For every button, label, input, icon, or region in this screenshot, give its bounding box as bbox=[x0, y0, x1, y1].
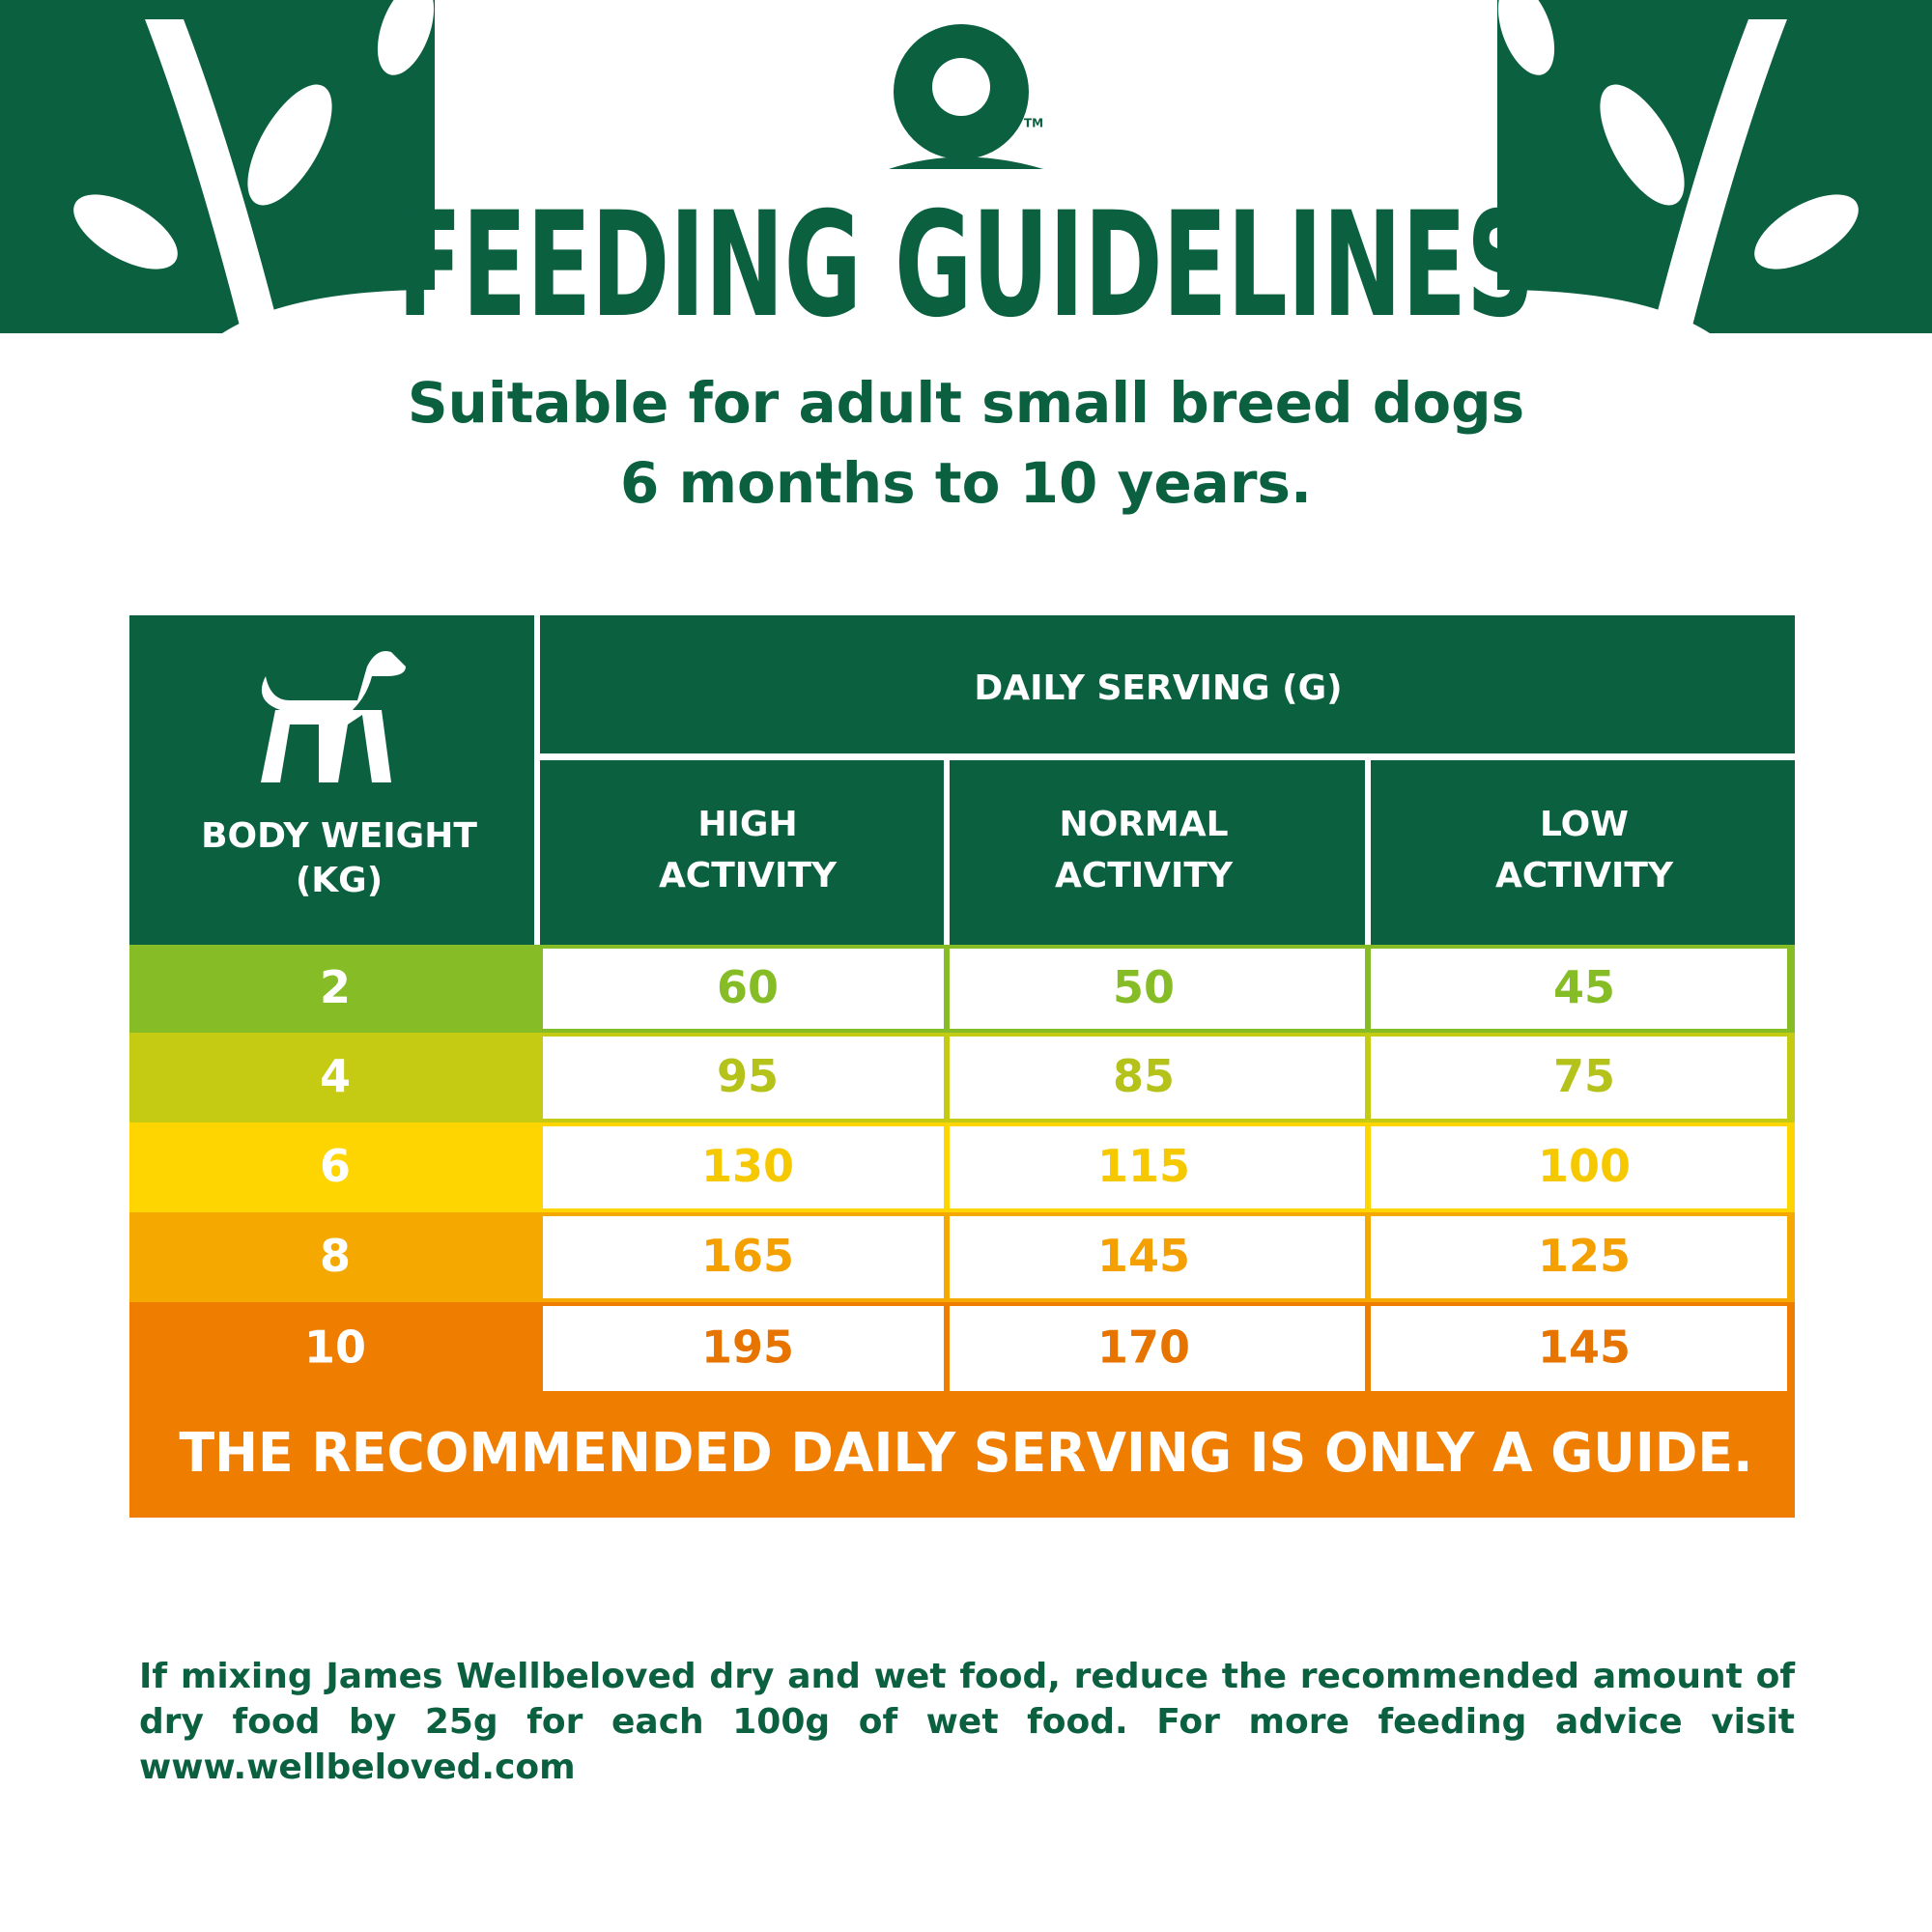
value-cell bbox=[1371, 949, 1787, 1029]
serving-value: 165 bbox=[701, 1230, 794, 1282]
row-label-cell bbox=[129, 1302, 538, 1395]
column-header: ACTIVITY bbox=[659, 856, 838, 895]
serving-value: 85 bbox=[1113, 1050, 1175, 1102]
serving-value: 145 bbox=[1538, 1321, 1631, 1374]
value-cell bbox=[1371, 1216, 1787, 1298]
corner-label: BODY WEIGHT bbox=[201, 816, 477, 856]
value-cell bbox=[1371, 1126, 1787, 1208]
dog-icon bbox=[261, 651, 406, 782]
serving-value: 75 bbox=[1553, 1050, 1615, 1102]
serving-value: 95 bbox=[717, 1050, 779, 1102]
header-divider bbox=[534, 615, 540, 945]
row-label-cell bbox=[129, 1212, 538, 1302]
value-cell bbox=[543, 1037, 944, 1119]
value-cell bbox=[950, 949, 1365, 1029]
body-weight: 4 bbox=[320, 1050, 351, 1102]
serving-value: 100 bbox=[1538, 1140, 1631, 1192]
header-divider bbox=[1365, 760, 1371, 945]
value-cell bbox=[1371, 1037, 1787, 1119]
subtitle: Suitable for adult small breed dogs bbox=[408, 370, 1524, 436]
corner-decoration-left bbox=[0, 0, 435, 333]
body-weight: 6 bbox=[320, 1140, 351, 1192]
value-cell bbox=[950, 1216, 1365, 1298]
body-weight: 8 bbox=[320, 1230, 351, 1282]
value-cell bbox=[950, 1126, 1365, 1208]
value-cell bbox=[950, 1037, 1365, 1119]
body-weight: 10 bbox=[304, 1321, 366, 1374]
serving-value: 125 bbox=[1538, 1230, 1631, 1282]
value-cell bbox=[543, 949, 944, 1029]
serving-value: 145 bbox=[1097, 1230, 1190, 1282]
note-text: THE RECOMMENDED DAILY SERVING IS ONLY A … bbox=[180, 1422, 1753, 1485]
serving-value: 60 bbox=[717, 961, 779, 1013]
title: FEEDING GUIDELINES bbox=[398, 182, 1535, 350]
column-header: ACTIVITY bbox=[1495, 856, 1674, 895]
header-cell bbox=[129, 615, 1795, 945]
note-bar bbox=[129, 1395, 1795, 1518]
header-divider bbox=[944, 760, 950, 945]
serving-value: 130 bbox=[701, 1140, 794, 1192]
logo: TM bbox=[889, 24, 1043, 169]
serving-value: 170 bbox=[1097, 1321, 1190, 1374]
header-divider bbox=[540, 753, 1795, 760]
row-label-cell bbox=[129, 945, 538, 1033]
column-header: HIGH bbox=[697, 805, 797, 844]
value-cell bbox=[950, 1306, 1365, 1391]
serving-value: 195 bbox=[701, 1321, 794, 1374]
group-header: DAILY SERVING (G) bbox=[974, 668, 1342, 708]
serving-value: 50 bbox=[1113, 961, 1175, 1013]
row-label-cell bbox=[129, 1122, 538, 1212]
value-cell bbox=[543, 1216, 944, 1298]
footer-note: If mixing James Wellbeloved dry and wet … bbox=[139, 1657, 1795, 1787]
serving-value: 45 bbox=[1553, 961, 1615, 1013]
column-header: NORMAL bbox=[1059, 805, 1228, 844]
body-weight: 2 bbox=[320, 961, 351, 1013]
row-label-cell bbox=[129, 1033, 538, 1122]
column-header: ACTIVITY bbox=[1055, 856, 1234, 895]
value-cell bbox=[543, 1126, 944, 1208]
value-cell bbox=[543, 1306, 944, 1391]
serving-value: 115 bbox=[1097, 1140, 1190, 1192]
subtitle: 6 months to 10 years. bbox=[620, 450, 1312, 516]
logo-mark: TM bbox=[1024, 117, 1043, 130]
table: BODY WEIGHT (KG) DAILY SERVING (G) HIGH ACTI… bbox=[129, 615, 1795, 1518]
corner-label: (KG) bbox=[296, 861, 383, 900]
value-cell bbox=[1371, 1306, 1787, 1391]
corner-decoration-right bbox=[1497, 0, 1932, 333]
column-header: LOW bbox=[1540, 805, 1629, 844]
